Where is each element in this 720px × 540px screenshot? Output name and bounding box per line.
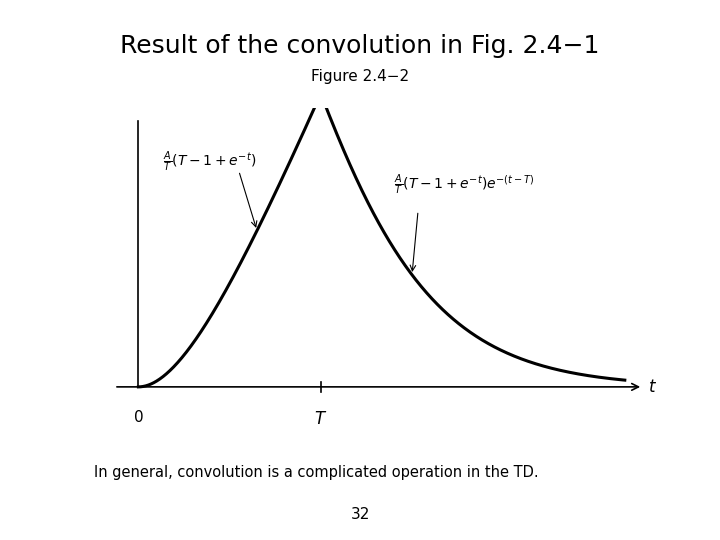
- Text: $\frac{A}{T}(T - 1 + e^{-t})$: $\frac{A}{T}(T - 1 + e^{-t})$: [163, 150, 256, 174]
- Text: Result of the convolution in Fig. 2.4−1: Result of the convolution in Fig. 2.4−1: [120, 34, 600, 58]
- Text: 32: 32: [351, 507, 369, 522]
- Text: $T$: $T$: [314, 410, 328, 428]
- Text: Figure 2.4−2: Figure 2.4−2: [311, 69, 409, 84]
- Text: In general, convolution is a complicated operation in the TD.: In general, convolution is a complicated…: [94, 465, 539, 480]
- Text: $t$: $t$: [648, 378, 657, 396]
- Text: 0: 0: [134, 410, 143, 426]
- Text: $\frac{A}{T}(T - 1 + e^{-t})e^{-(t-T)}$: $\frac{A}{T}(T - 1 + e^{-t})e^{-(t-T)}$: [394, 173, 534, 197]
